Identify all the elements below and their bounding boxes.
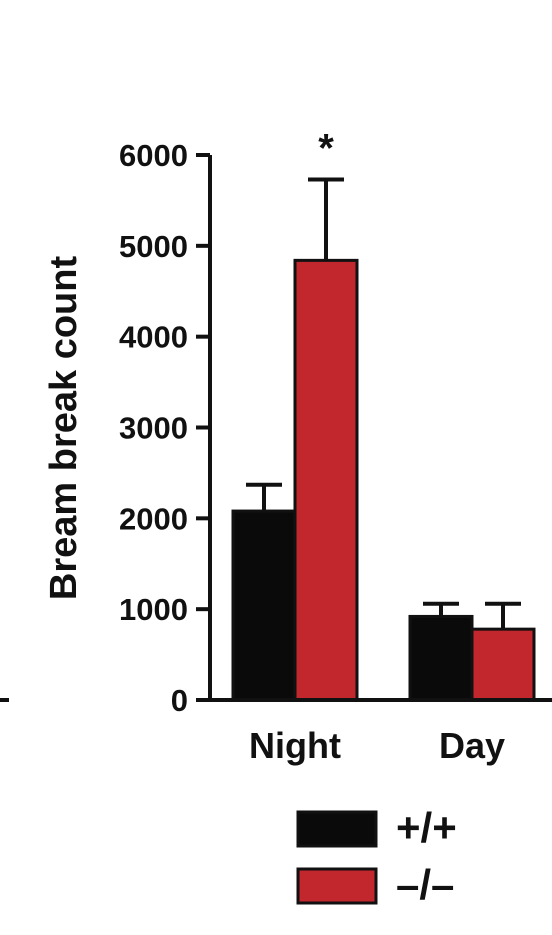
y-tick-label: 0 [171, 683, 188, 718]
bar-day-series-1 [470, 627, 536, 702]
legend-swatch-series-0 [296, 810, 378, 848]
bar-night-series-0 [231, 509, 297, 702]
y-tick-label: 4000 [119, 320, 188, 355]
category-labels: Night Day [249, 725, 505, 766]
y-ticks: 0 1000 2000 3000 4000 5000 6000 [119, 138, 210, 718]
y-tick-label: 3000 [119, 411, 188, 446]
y-axis-title: Bream break count [43, 256, 85, 601]
y-tick-label: 1000 [119, 592, 188, 627]
legend-label-series-1: –/– [396, 861, 454, 908]
category-label-night: Night [249, 725, 341, 766]
legend-label-series-0: +/+ [396, 804, 457, 851]
y-axis: 0 1000 2000 3000 4000 5000 6000 [119, 138, 212, 718]
significance-asterisk: * [318, 127, 334, 171]
legend-swatch-series-1 [296, 867, 378, 905]
y-tick-label: 2000 [119, 501, 188, 536]
annotations: * [318, 127, 334, 171]
category-label-day: Day [439, 725, 505, 766]
y-tick-label: 6000 [119, 138, 188, 173]
error-bars [246, 177, 521, 630]
legend: +/+ –/– [296, 804, 457, 908]
bar-night-series-1 [293, 258, 359, 702]
bar-day-series-0 [408, 614, 474, 702]
bars [231, 258, 536, 702]
y-tick-label: 5000 [119, 229, 188, 264]
